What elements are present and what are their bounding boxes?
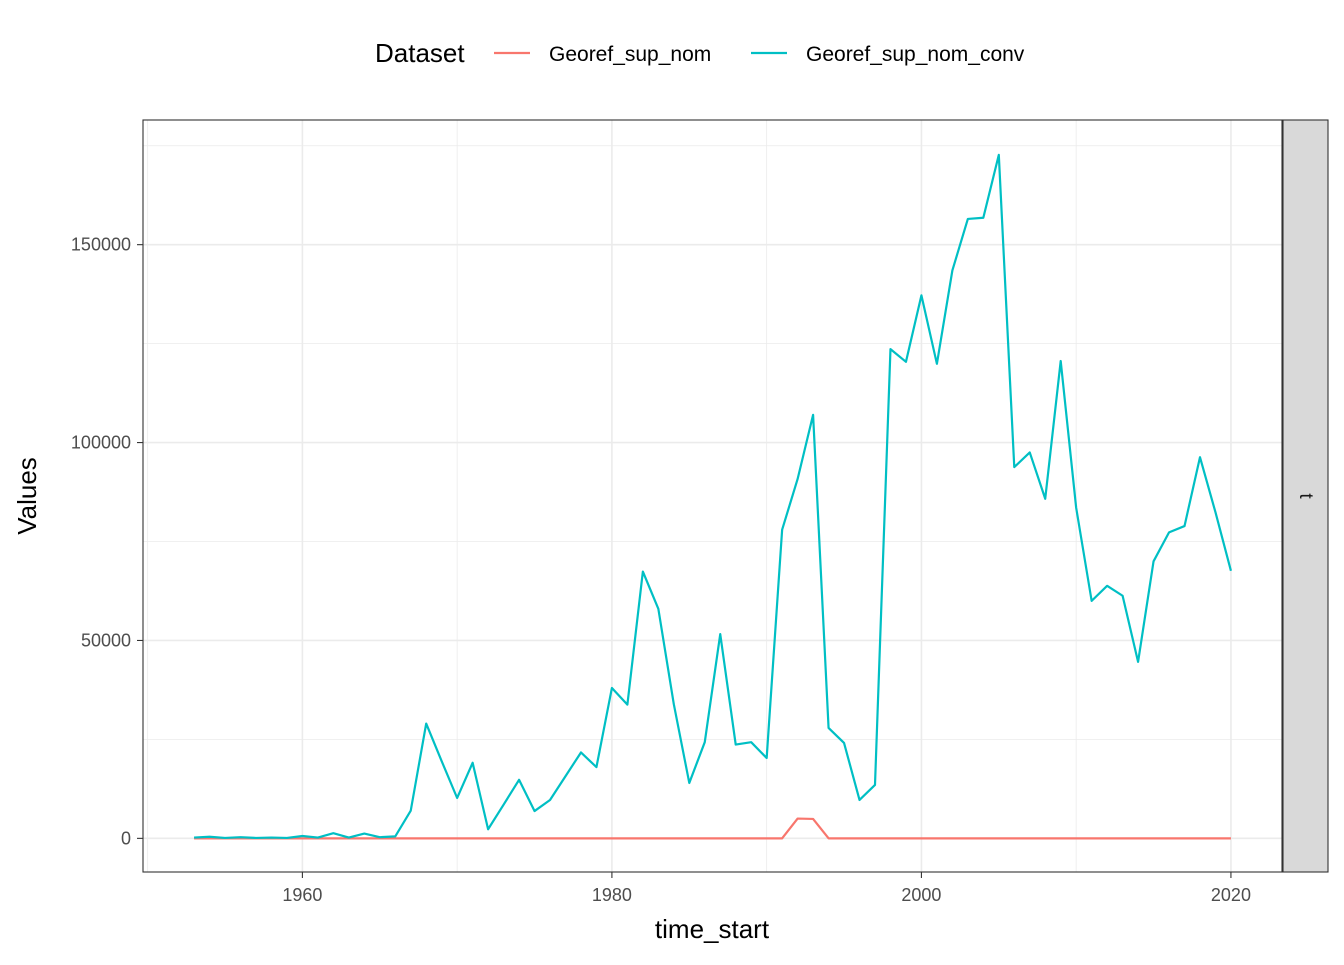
- legend: Dataset Georef_sup_nom Georef_sup_nom_co…: [375, 38, 1025, 68]
- x-axis-title: time_start: [655, 914, 770, 944]
- legend-label-georef-sup-nom-conv: Georef_sup_nom_conv: [806, 43, 1025, 66]
- x-tick-label: 1960: [282, 885, 322, 905]
- x-tick-label: 1980: [592, 885, 632, 905]
- series-layer: [194, 153, 1232, 840]
- x-axis: 1960 1980 2000 2020: [282, 872, 1251, 905]
- legend-label-georef-sup-nom: Georef_sup_nom: [549, 43, 711, 66]
- y-tick-label: 150000: [71, 235, 131, 255]
- plot-panel-border: [142, 119, 1283, 873]
- y-axis-title: Values: [12, 457, 42, 535]
- grid-major: [143, 120, 1282, 872]
- facet-strip: t: [1282, 119, 1329, 873]
- y-axis: 0 50000 100000 150000: [71, 235, 143, 848]
- x-tick-label: 2000: [901, 885, 941, 905]
- x-tick-label: 2020: [1211, 885, 1251, 905]
- y-tick-label: 100000: [71, 433, 131, 453]
- facet-strip-label: t: [1295, 493, 1316, 499]
- series-line-georef-sup-nom-conv: [194, 153, 1232, 840]
- facet-strip-box: [1282, 119, 1329, 873]
- series-line-georef-sup-nom: [194, 817, 1231, 840]
- y-tick-label: 0: [121, 828, 131, 848]
- legend-title: Dataset: [375, 38, 465, 68]
- plot-panel: [143, 120, 1282, 872]
- y-tick-label: 50000: [81, 630, 131, 650]
